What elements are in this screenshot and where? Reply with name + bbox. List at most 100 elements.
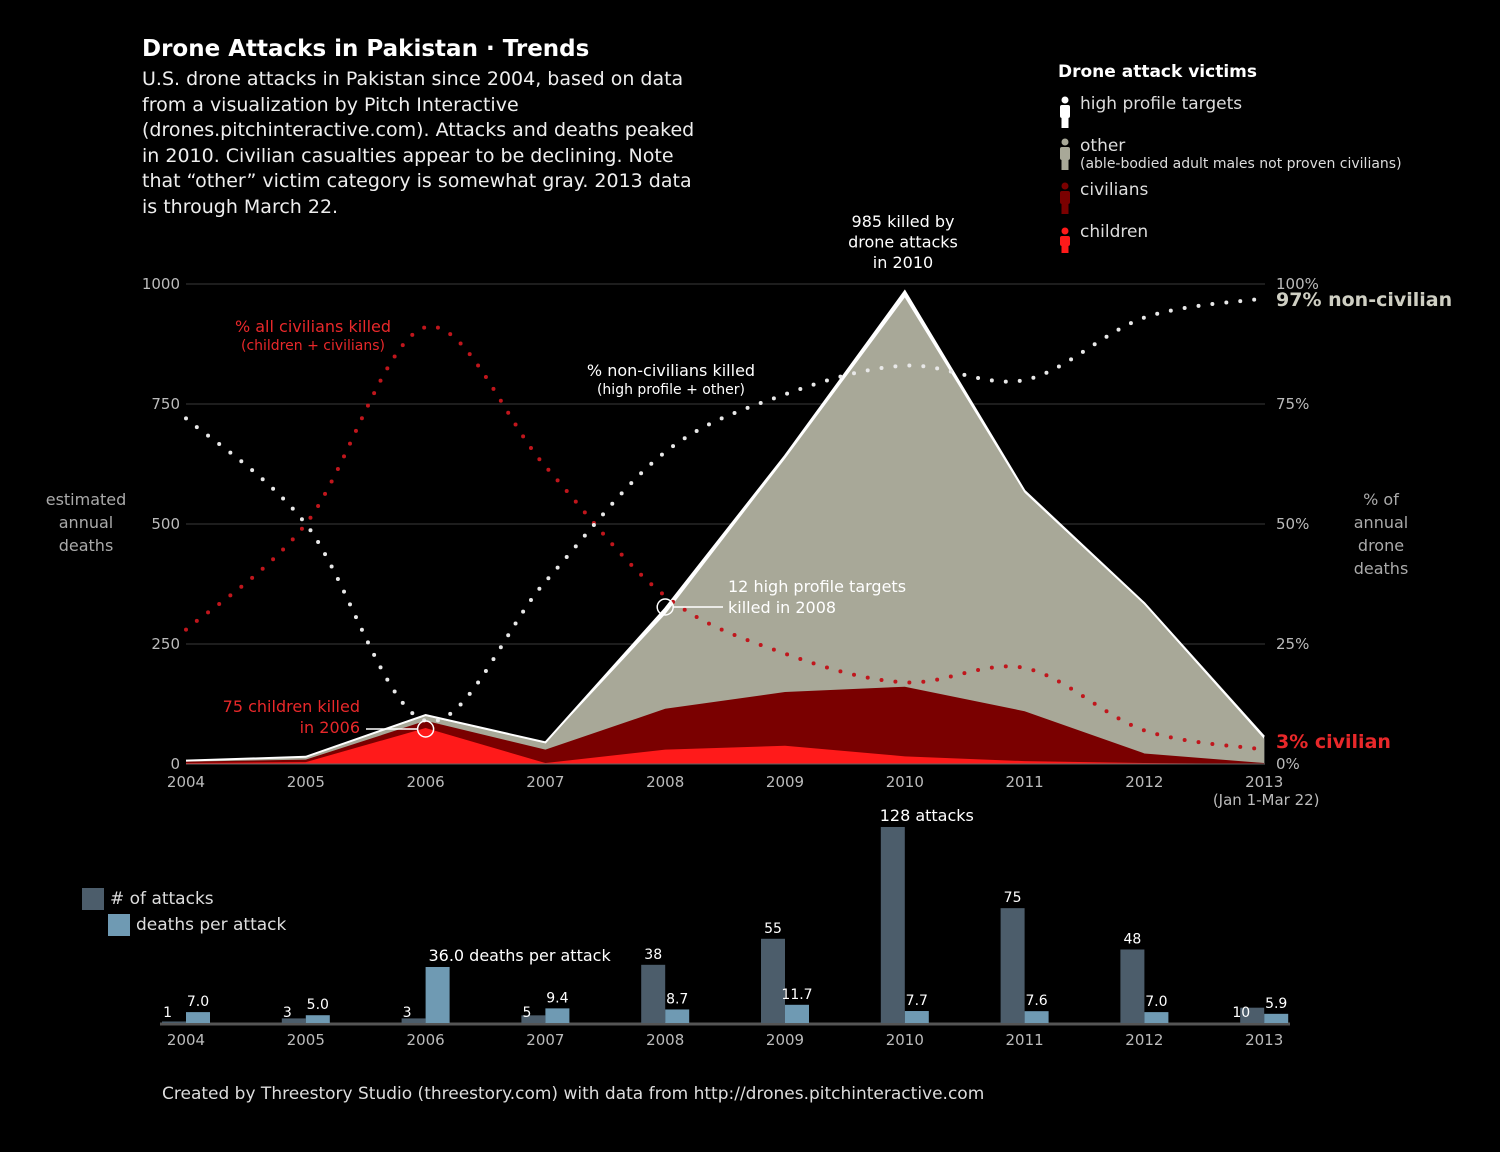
y2-axis-title: deaths	[1354, 559, 1409, 578]
person-icon	[1060, 96, 1070, 128]
end-label-noncivilian: 97% non-civilian	[1276, 289, 1452, 311]
deaths-per-attack-bar	[785, 1004, 809, 1023]
high-profile-2008-annotation: 12 high profile targets	[728, 577, 906, 596]
page-title: Drone Attacks in Pakistan · Trends	[142, 36, 590, 62]
person-icon	[1060, 138, 1070, 170]
x-tick-sublabel: (Jan 1-Mar 22)	[1213, 791, 1320, 809]
deaths-per-attack-bar	[1264, 1013, 1289, 1023]
civilian-pct-line	[184, 324, 1267, 752]
x-tick-label: 2008	[646, 773, 684, 791]
noncivilian-pct-sublabel: (high profile + other)	[597, 382, 745, 398]
deaths-per-attack-bar	[186, 1012, 210, 1023]
bar-x-tick-label: 2010	[886, 1031, 924, 1049]
deaths-per-attack-value-label: 7.0	[1145, 994, 1167, 1010]
end-label-civilian: 3% civilian	[1276, 731, 1391, 753]
bar-x-tick-label: 2006	[407, 1031, 445, 1049]
attacks-value-label: 5	[522, 1005, 531, 1021]
footer-credit: Created by Threestory Studio (threestory…	[162, 1084, 985, 1104]
children-2006-annotation: 75 children killed	[223, 697, 360, 716]
x-tick-label: 2010	[886, 773, 924, 791]
attacks-bar	[162, 1021, 186, 1023]
x-tick-label: 2012	[1125, 773, 1163, 791]
deaths-per-attack-value-label: 7.0	[187, 994, 209, 1010]
x-tick-label: 2006	[407, 773, 445, 791]
deaths-per-attack-value-label: 5.9	[1265, 996, 1287, 1012]
attacks-bar	[521, 1015, 546, 1023]
bar-x-tick-label: 2008	[646, 1031, 684, 1049]
deaths-per-attack-value-label: 7.7	[906, 993, 928, 1009]
bar-x-tick-label: 2013	[1245, 1031, 1283, 1049]
peak-annotation: 985 killed by	[852, 212, 955, 231]
deaths-per-attack-bar	[1024, 1011, 1049, 1023]
attacks-value-label: 55	[764, 921, 782, 937]
bar-legend-label: deaths per attack	[136, 915, 287, 935]
peak-annotation: drone attacks	[848, 233, 958, 252]
x-tick-label: 2013	[1245, 773, 1283, 791]
person-icon	[1060, 182, 1070, 214]
legend-label: other	[1080, 136, 1126, 156]
y2-axis-title: drone	[1358, 536, 1404, 555]
legend-item-children: children	[1058, 222, 1402, 256]
children-area	[186, 728, 1265, 764]
deaths-per-attack-value-label: 7.6	[1025, 993, 1047, 1009]
y-tick-label: 500	[151, 515, 180, 533]
attacks-bar	[880, 827, 905, 1023]
legend-item-civilians: civilians	[1058, 180, 1402, 214]
deaths-per-attack-bar	[665, 1009, 690, 1023]
deaths-swatch	[108, 914, 130, 936]
y2-tick-label: 100%	[1276, 275, 1319, 293]
x-tick-label: 2004	[167, 773, 205, 791]
civilian-pct-sublabel: (children + civilians)	[241, 338, 385, 354]
children-2006-annotation: in 2006	[300, 718, 360, 737]
legend-item-other: other (able-bodied adult males not prove…	[1058, 136, 1402, 172]
other-area	[186, 297, 1265, 764]
x-tick-label: 2009	[766, 773, 804, 791]
legend-label: civilians	[1080, 180, 1149, 200]
deaths-per-attack-value-label: 5.0	[307, 997, 329, 1013]
legend-sublabel: (able-bodied adult males not proven civi…	[1080, 156, 1402, 172]
noncivilian-pct-line	[184, 296, 1267, 724]
attacks-value-label: 1	[163, 1005, 172, 1021]
y-axis-title: estimated	[46, 490, 127, 509]
attacks-bar	[1240, 1007, 1265, 1023]
child-icon	[1060, 227, 1070, 253]
deaths-per-attack-bar	[305, 1015, 330, 1023]
bar-legend-label: # of attacks	[110, 889, 214, 909]
y-axis-title: annual	[59, 513, 113, 532]
victim-legend: Drone attack victims high profile target…	[1058, 62, 1402, 264]
bar-x-tick-label: 2004	[167, 1031, 205, 1049]
attacks-bar	[1120, 949, 1145, 1023]
total-deaths-outline	[185, 289, 1265, 762]
attacks-bar	[281, 1018, 306, 1023]
bar-legend: # of attacks deaths per attack	[82, 886, 286, 938]
civilian-pct-label: % all civilians killed	[235, 317, 391, 336]
y-tick-label: 750	[151, 395, 180, 413]
x-tick-label: 2005	[287, 773, 325, 791]
attacks-value-label: 3	[283, 1005, 292, 1021]
y2-tick-label: 25%	[1276, 635, 1309, 653]
deaths-per-attack-bar	[904, 1011, 929, 1023]
attacks-bar	[401, 1018, 426, 1023]
high-profile-2008-annotation: killed in 2008	[728, 598, 836, 617]
attacks-value-label: 10	[1232, 1005, 1250, 1021]
y-tick-label: 250	[151, 635, 180, 653]
attacks-value-label: 3	[403, 1005, 412, 1021]
attacks-bar	[761, 938, 785, 1023]
bar-x-tick-label: 2007	[526, 1031, 564, 1049]
bar-x-tick-label: 2011	[1006, 1031, 1044, 1049]
bar-x-tick-label: 2012	[1125, 1031, 1163, 1049]
y-axis-title: deaths	[59, 536, 114, 555]
description: U.S. drone attacks in Pakistan since 200…	[142, 68, 695, 218]
bar-legend-attacks: # of attacks	[82, 886, 286, 912]
attacks-swatch	[82, 888, 104, 910]
legend-item-high-profile: high profile targets	[1058, 94, 1402, 128]
y-tick-label: 1000	[142, 275, 180, 293]
deaths-per-attack-bar	[425, 967, 450, 1023]
x-tick-label: 2011	[1006, 773, 1044, 791]
attacks-value-label: 128 attacks	[880, 806, 974, 825]
noncivilian-pct-label: % non-civilians killed	[587, 361, 755, 380]
deaths-per-attack-value-label: 8.7	[666, 991, 688, 1007]
y-tick-label: 0	[170, 755, 180, 773]
attacks-value-label: 48	[1123, 932, 1141, 948]
bar-x-tick-label: 2005	[287, 1031, 325, 1049]
